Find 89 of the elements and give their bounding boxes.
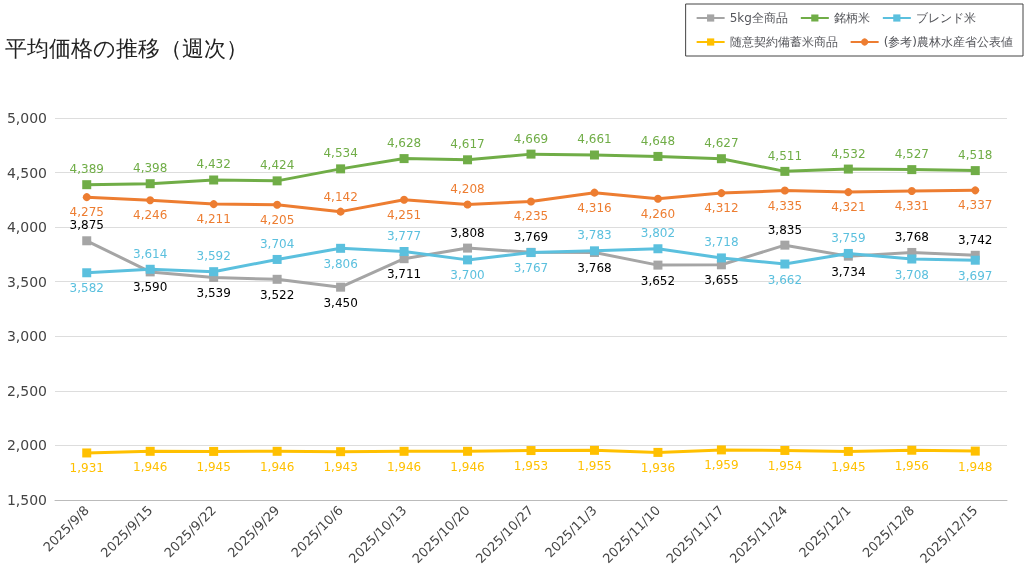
data-label: 4,534 — [323, 146, 358, 161]
data-label: 4,337 — [958, 198, 993, 213]
data-label: 4,518 — [958, 148, 993, 163]
data-label: 1,936 — [640, 460, 676, 475]
data-label: 1,946 — [450, 459, 485, 474]
data-label: 3,522 — [259, 287, 295, 302]
legend-label: 随意契約備蓄米商品 — [729, 35, 838, 49]
data-label: 3,734 — [831, 264, 866, 279]
data-label: 4,628 — [386, 136, 422, 151]
data-label: 4,142 — [323, 189, 358, 204]
data-label: 4,312 — [704, 201, 739, 216]
data-label: 4,211 — [196, 212, 231, 227]
legend-label: ブレンド米 — [915, 11, 976, 25]
data-label: 3,768 — [577, 260, 612, 275]
data-label: 4,617 — [450, 137, 485, 152]
data-label: 3,802 — [640, 226, 676, 241]
y-tick-label: 3,500 — [6, 273, 47, 290]
data-label: 3,697 — [958, 268, 993, 283]
data-label: 3,711 — [386, 267, 422, 282]
data-label: 1,959 — [704, 458, 739, 473]
data-label: 3,582 — [69, 281, 104, 296]
data-label: 3,539 — [196, 285, 231, 300]
data-label: 1,943 — [323, 460, 358, 475]
y-tick-label: 3,000 — [6, 328, 47, 345]
data-label: 1,946 — [259, 459, 295, 474]
data-label: 3,742 — [958, 232, 993, 247]
data-label: 3,652 — [640, 273, 676, 288]
data-label: 4,398 — [133, 161, 168, 176]
data-label: 3,450 — [323, 295, 358, 310]
legend-label: 銘柄米 — [833, 11, 870, 25]
data-label: 4,321 — [831, 200, 866, 215]
data-label: 3,704 — [259, 236, 295, 251]
y-tick-label: 5,000 — [6, 110, 47, 126]
data-label: 3,655 — [704, 273, 739, 288]
data-label: 1,955 — [577, 458, 612, 473]
data-label: 3,708 — [894, 267, 929, 282]
data-label: 3,767 — [513, 261, 549, 276]
data-label: 3,875 — [69, 218, 104, 233]
data-label: 3,662 — [767, 272, 803, 287]
y-tick-label: 2,500 — [6, 382, 47, 399]
y-tick-label: 2,000 — [6, 437, 47, 454]
data-label: 4,246 — [133, 208, 168, 223]
data-label: 4,205 — [259, 212, 295, 227]
data-label: 4,648 — [640, 133, 676, 148]
y-tick-label: 4,500 — [6, 164, 47, 181]
data-label: 1,946 — [133, 459, 168, 474]
data-label: 1,954 — [767, 458, 803, 473]
data-label: 3,592 — [196, 249, 231, 264]
data-label: 3,718 — [704, 235, 739, 250]
data-label: 4,424 — [259, 158, 295, 173]
data-label: 4,661 — [577, 132, 612, 147]
data-label: 4,335 — [767, 198, 803, 213]
data-label: 4,669 — [513, 131, 549, 146]
data-label: 4,532 — [831, 146, 866, 161]
y-tick-label: 1,500 — [6, 492, 47, 508]
data-label: 1,956 — [894, 458, 929, 473]
legend-label: 5kg全商品 — [729, 11, 788, 25]
data-label: 3,808 — [450, 225, 485, 240]
data-label: 3,806 — [323, 256, 358, 271]
data-label: 1,931 — [69, 461, 104, 476]
data-label: 1,946 — [386, 459, 422, 474]
data-label: 4,627 — [704, 136, 739, 151]
data-label: 4,511 — [767, 148, 803, 163]
data-label: 3,700 — [450, 268, 485, 283]
data-label: 4,316 — [577, 200, 612, 215]
data-label: 4,208 — [450, 182, 485, 197]
data-label: 1,953 — [513, 459, 549, 474]
data-label: 3,769 — [513, 229, 549, 244]
data-label: 1,945 — [196, 459, 231, 474]
data-label: 3,783 — [577, 228, 612, 243]
data-label: 1,948 — [958, 459, 993, 474]
data-label: 1,945 — [831, 459, 866, 474]
chart-title: 平均価格の推移（週次） — [5, 35, 248, 61]
data-label: 4,235 — [513, 209, 549, 224]
data-label: 4,331 — [894, 199, 929, 214]
data-label: 4,389 — [69, 162, 104, 177]
y-tick-label: 4,000 — [6, 219, 47, 236]
data-label: 4,432 — [196, 157, 231, 172]
data-label: 4,251 — [386, 207, 422, 222]
data-label: 3,768 — [894, 229, 929, 244]
data-label: 4,527 — [894, 147, 929, 162]
data-label: 3,590 — [133, 280, 168, 295]
data-label: 3,777 — [386, 228, 422, 243]
data-label: 4,260 — [640, 206, 676, 221]
legend-label: (参考)農林水産省公表値 — [883, 35, 1014, 49]
data-label: 4,275 — [69, 205, 104, 220]
data-label: 3,835 — [767, 222, 803, 237]
data-label: 3,759 — [831, 230, 866, 245]
data-label: 3,614 — [133, 246, 168, 261]
